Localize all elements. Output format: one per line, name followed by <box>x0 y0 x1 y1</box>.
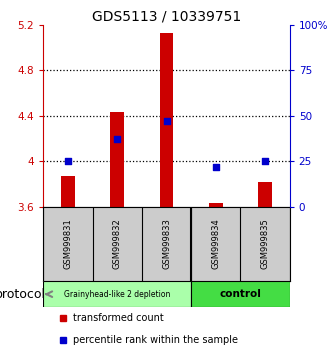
Text: GSM999832: GSM999832 <box>113 218 122 269</box>
Text: GSM999833: GSM999833 <box>162 218 171 269</box>
Text: GSM999835: GSM999835 <box>260 218 270 269</box>
Bar <box>191 281 290 307</box>
Bar <box>160 33 173 207</box>
Point <box>65 159 71 164</box>
Bar <box>258 182 272 207</box>
Point <box>213 164 218 170</box>
Text: percentile rank within the sample: percentile rank within the sample <box>73 335 238 345</box>
Text: control: control <box>219 289 261 299</box>
Point <box>262 159 268 164</box>
Title: GDS5113 / 10339751: GDS5113 / 10339751 <box>92 10 241 24</box>
Bar <box>110 112 124 207</box>
Text: GSM999831: GSM999831 <box>63 218 73 269</box>
Bar <box>209 203 223 207</box>
Text: GSM999834: GSM999834 <box>211 218 220 269</box>
Bar <box>61 176 75 207</box>
Point <box>164 118 169 124</box>
Point <box>115 137 120 142</box>
Text: Grainyhead-like 2 depletion: Grainyhead-like 2 depletion <box>64 290 170 299</box>
Text: transformed count: transformed count <box>73 313 164 323</box>
Text: protocol: protocol <box>0 288 46 301</box>
Bar <box>43 281 191 307</box>
